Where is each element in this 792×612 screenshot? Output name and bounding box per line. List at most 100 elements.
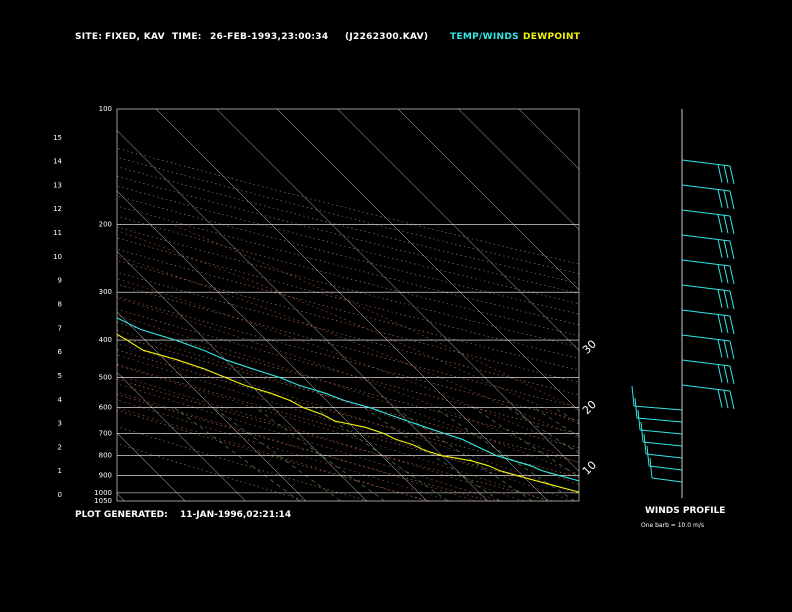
axis-labels: 1002003004005006007008009001000105001234… <box>53 105 599 505</box>
moist-adiabat <box>117 342 579 495</box>
plot-generated-value: 11-JAN-1996,02:21:14 <box>180 510 292 520</box>
moist-adiabat <box>117 399 452 501</box>
height-tick-label: 7 <box>58 324 62 332</box>
height-tick-label: 5 <box>58 372 62 380</box>
dry-adiabat <box>117 283 579 408</box>
pressure-tick-label: 1050 <box>94 497 112 505</box>
wind-barb <box>681 334 735 360</box>
moist-adiabat <box>117 329 579 486</box>
height-tick-label: 0 <box>58 491 62 499</box>
dry-adiabat <box>117 205 579 326</box>
dry-adiabat <box>117 426 368 501</box>
moist-adiabat <box>117 278 579 452</box>
isotherm <box>117 372 246 501</box>
wind-barb-low <box>631 385 683 411</box>
pressure-tick-label: 200 <box>99 221 112 229</box>
moist-adiabat <box>117 391 476 501</box>
wind-barb <box>681 309 735 335</box>
site-value: FIXED, KAV <box>105 32 165 42</box>
pressure-tick-label: 300 <box>99 288 112 296</box>
moist-adiabat <box>171 224 579 411</box>
moist-adiabat <box>117 314 579 475</box>
moist-adiabat <box>117 407 428 501</box>
isotherm <box>397 109 579 291</box>
moist-adiabat <box>117 230 579 425</box>
pressure-tick-label: 900 <box>99 471 112 479</box>
mixing-ratio-line <box>473 407 579 478</box>
dry-adiabat <box>117 393 491 501</box>
wind-barb-low <box>646 445 683 471</box>
dry-adiabat <box>117 443 307 501</box>
isotherm <box>0 109 64 501</box>
isotherm <box>0 109 4 501</box>
dry-adiabat <box>117 185 579 305</box>
isotherm <box>276 109 579 412</box>
mixing-ratio-line <box>174 407 300 501</box>
winds-profile-label: WINDS PROFILE <box>645 506 726 516</box>
pressure-tick-label: 400 <box>99 336 112 344</box>
height-tick-label: 1 <box>58 467 62 475</box>
mixing-ratio-line <box>394 407 533 501</box>
height-tick-label: 4 <box>58 396 63 404</box>
isotherm <box>216 109 579 472</box>
mixing-ratio-line <box>533 407 579 438</box>
isotherm <box>155 109 549 501</box>
moist-adiabat <box>117 365 549 501</box>
isotherm <box>117 493 125 501</box>
dry-adiabat <box>117 296 579 421</box>
pressure-tick-label: 800 <box>99 452 112 460</box>
isotherm <box>337 109 579 351</box>
time-label: TIME: <box>172 32 202 42</box>
profile-lines <box>117 317 579 493</box>
height-tick-label: 3 <box>58 420 62 428</box>
plot-frame <box>116 108 580 502</box>
temperature-profile <box>117 317 579 482</box>
wind-barb <box>681 384 735 410</box>
wind-barb <box>681 359 735 385</box>
moist-adiabat <box>117 354 573 501</box>
wind-barb-low <box>637 409 683 435</box>
file-id: (J2262300.KAV) <box>345 32 429 42</box>
wind-barb <box>681 184 735 210</box>
height-tick-label: 14 <box>53 158 62 166</box>
mixing-ratio-line <box>508 407 579 454</box>
site-label: SITE: <box>75 32 103 42</box>
height-tick-label: 9 <box>58 277 62 285</box>
pressure-tick-label: 500 <box>99 373 112 381</box>
moist-adiabat <box>117 383 500 501</box>
plot-generated-label: PLOT GENERATED: <box>75 510 168 520</box>
wind-barb <box>681 259 735 285</box>
isotherm <box>117 190 428 501</box>
barb-note: One barb = 10.0 m/s <box>641 522 704 529</box>
dry-adiabat <box>117 363 579 493</box>
legend-dewpoint: DEWPOINT <box>523 32 581 42</box>
wind-barb <box>681 159 735 185</box>
moist-adiabat <box>117 297 579 464</box>
height-tick-label: 13 <box>53 181 62 189</box>
mixing-ratio-line <box>363 407 501 501</box>
pressure-tick-label: 700 <box>99 429 112 437</box>
isotherm <box>117 311 307 501</box>
mixing-ratio-line <box>314 407 449 501</box>
height-tick-label: 11 <box>53 229 62 237</box>
height-tick-label: 10 <box>53 253 62 261</box>
isotherm <box>117 251 367 501</box>
winds-profile-panel <box>631 109 735 498</box>
temperature-tick-label: 30 <box>580 338 599 357</box>
wind-barb-low <box>640 421 683 447</box>
isobar-lines <box>117 224 579 494</box>
isotherm <box>518 109 579 170</box>
isotherm <box>117 432 186 501</box>
moist-adiabat <box>117 255 579 439</box>
legend-temp-winds: TEMP/WINDS <box>450 32 519 42</box>
wind-barb <box>681 209 735 235</box>
height-tick-label: 2 <box>58 443 62 451</box>
dry-adiabat <box>117 237 579 359</box>
isotherm <box>117 130 488 501</box>
height-tick-label: 12 <box>53 205 62 213</box>
wind-barb <box>681 234 735 260</box>
isotherm <box>458 109 579 230</box>
temperature-tick-label: 20 <box>580 398 599 417</box>
pressure-tick-label: 100 <box>99 105 112 113</box>
